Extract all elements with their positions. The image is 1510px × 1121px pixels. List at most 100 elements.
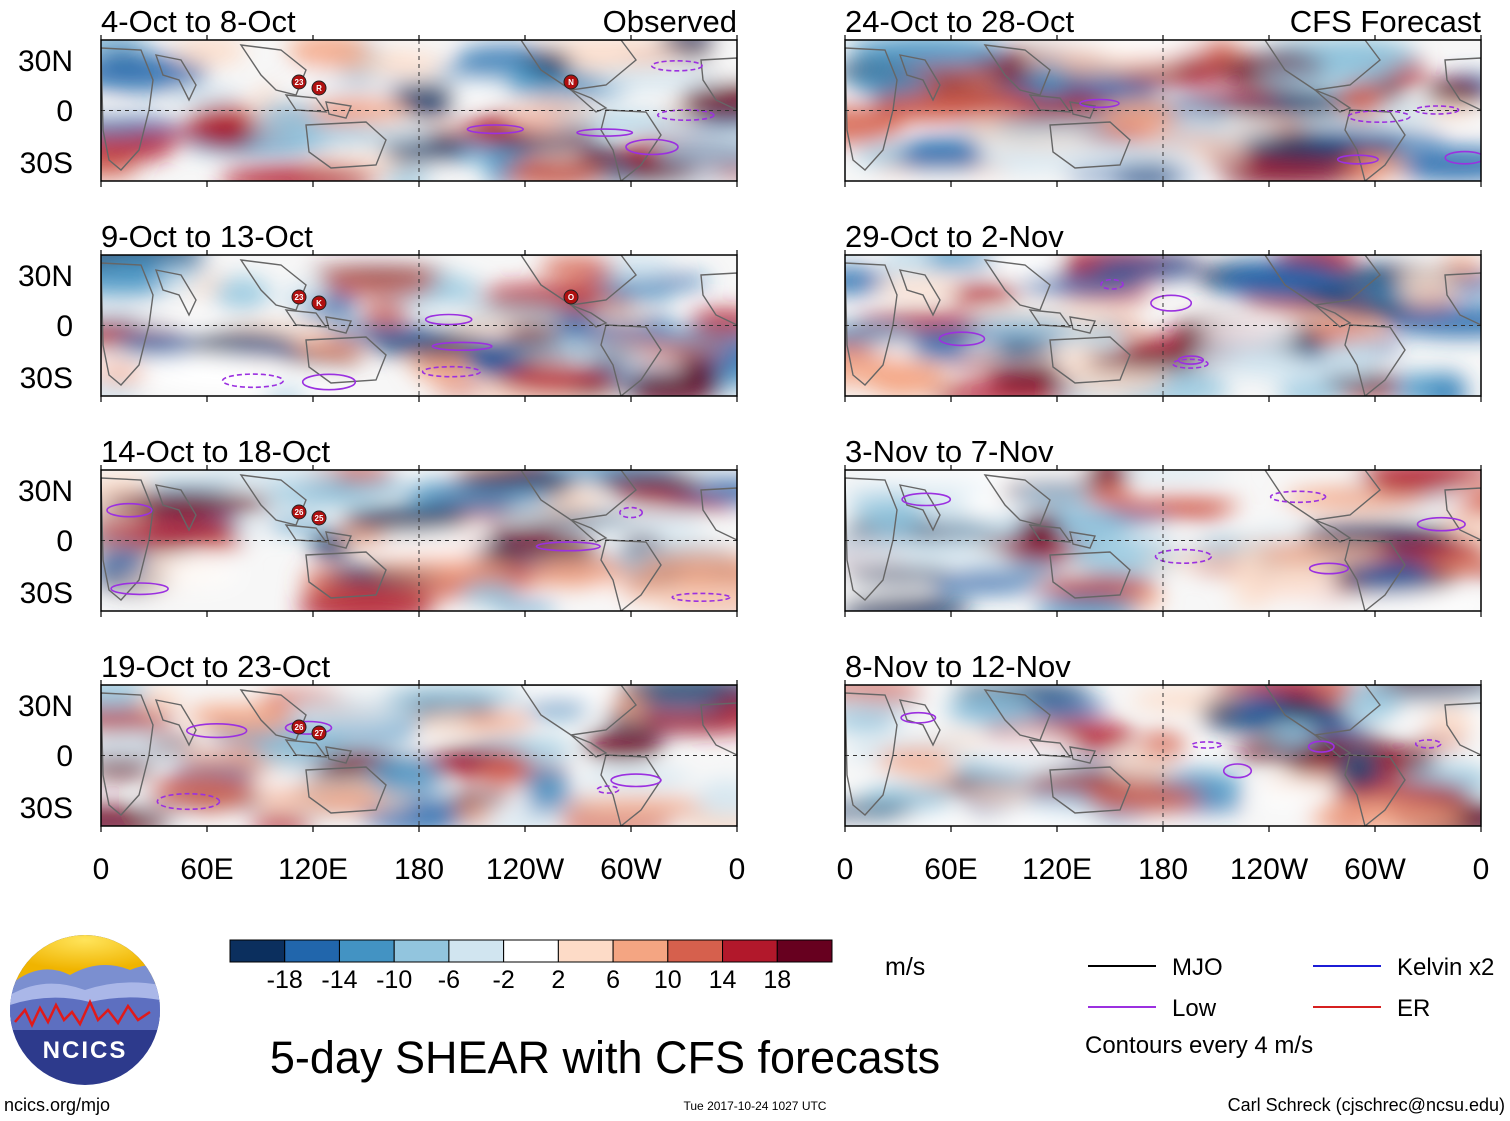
low-contour: [901, 492, 952, 507]
low-contour: [106, 502, 153, 518]
colorbar-tick-label: 2: [551, 966, 565, 994]
field-blob: [597, 255, 674, 282]
field-blob: [597, 286, 674, 302]
field-blob: [1231, 696, 1284, 722]
field-blob: [455, 305, 572, 319]
field-blob: [114, 332, 204, 357]
colorbar-segment: [503, 939, 559, 963]
colorbar-tick-label: -10: [376, 966, 412, 994]
low-contour: [650, 59, 703, 72]
field-blob: [1308, 800, 1466, 826]
field-blob: [1018, 274, 1146, 296]
coastline: [570, 89, 608, 113]
field-blob: [598, 472, 703, 496]
field-blob: [624, 370, 720, 396]
coastline: [101, 262, 154, 386]
contour-note: Contours every 4 m/s: [1085, 1032, 1313, 1059]
coastline: [845, 692, 898, 816]
field-blob: [1032, 574, 1155, 597]
field-blob: [1007, 255, 1058, 283]
low-contour: [938, 331, 986, 347]
x-tick-label: 120W: [1230, 853, 1309, 886]
field-blob: [1257, 67, 1393, 88]
field-blob: [1012, 483, 1092, 507]
field-blob: [178, 353, 259, 393]
field-blob: [249, 813, 314, 826]
field-blob: [964, 147, 1076, 172]
y-tick-label: 30S: [20, 362, 73, 395]
map-panel: 3-Nov to 7-Nov: [844, 434, 1482, 617]
field-blob: [219, 164, 379, 181]
field-blob: [1382, 304, 1481, 338]
x-tick-label: 0: [729, 853, 746, 886]
storm-marker: O: [563, 289, 579, 305]
field-blob: [1093, 40, 1207, 57]
field-blob: [1207, 156, 1261, 170]
y-tick-label: 0: [56, 310, 73, 343]
coastline: [600, 109, 662, 181]
colorbar-tick-label: 14: [709, 966, 737, 994]
coastline: [983, 259, 1051, 311]
colorbar-segment: [776, 939, 833, 963]
field-blob: [1138, 731, 1185, 759]
x-tick-label: 60E: [924, 853, 977, 886]
field-blob: [403, 478, 550, 512]
field-blob: [595, 66, 718, 91]
x-tick-label: 60W: [1344, 853, 1406, 886]
low-contour: [466, 124, 524, 135]
coastline: [983, 689, 1051, 741]
low-contour: [421, 365, 482, 378]
y-tick-label: 30N: [18, 260, 73, 293]
shear-field: [101, 255, 737, 396]
colorbar-tick-label: -18: [267, 966, 303, 994]
coastline: [1444, 487, 1481, 541]
field-blob: [945, 693, 1037, 726]
coastline: [700, 702, 737, 756]
shear-field: [845, 255, 1481, 396]
x-tick-label: 0: [1473, 853, 1490, 886]
field-blob: [876, 748, 956, 772]
y-tick-label: 0: [56, 525, 73, 558]
storm-label: 25: [315, 514, 324, 523]
colorbar-segment: [612, 939, 669, 963]
website-link[interactable]: ncics.org/mjo: [4, 1095, 110, 1115]
coastline: [570, 304, 608, 328]
coastline: [520, 685, 637, 736]
shear-field: [101, 40, 737, 181]
field-blob: [290, 733, 351, 751]
field-blob: [213, 276, 271, 310]
column-label: CFS Forecast: [1290, 4, 1482, 39]
field-blob: [101, 805, 173, 826]
storm-icon: [311, 725, 327, 741]
field-blob: [845, 711, 898, 732]
map-panel: 26 27 19-Oct to 23-Oct 30N 0 30S: [18, 649, 738, 832]
field-blob: [287, 40, 370, 70]
field-blob: [1020, 779, 1108, 793]
field-blob: [1019, 511, 1062, 550]
colorbar-segment: [284, 939, 340, 963]
field-blob: [848, 71, 933, 97]
colorbar-segment: [667, 939, 724, 963]
field-blob: [101, 514, 239, 546]
field-blob: [988, 363, 1073, 392]
colorbar-segment: [338, 939, 395, 963]
field-blob: [149, 773, 254, 812]
coastline: [1028, 739, 1072, 758]
field-blob: [695, 779, 737, 819]
field-blob: [859, 470, 1008, 484]
field-blob: [1033, 596, 1141, 611]
low-contour: [1150, 294, 1193, 312]
coastline: [845, 477, 898, 601]
field-blob: [464, 338, 524, 376]
coastline: [1049, 551, 1131, 599]
map-panel: 23 R N 4-Oct to 8-Oct Observed 30N 0 30S: [18, 4, 738, 187]
low-contour: [1191, 741, 1223, 749]
coastline: [600, 324, 662, 396]
field-blob: [382, 168, 432, 181]
field-blob: [1340, 301, 1406, 319]
field-blob: [1062, 166, 1201, 181]
coastline: [1344, 324, 1406, 396]
y-tick-label: 30N: [18, 475, 73, 508]
coastline: [1264, 255, 1381, 306]
coastlines: [101, 40, 737, 181]
